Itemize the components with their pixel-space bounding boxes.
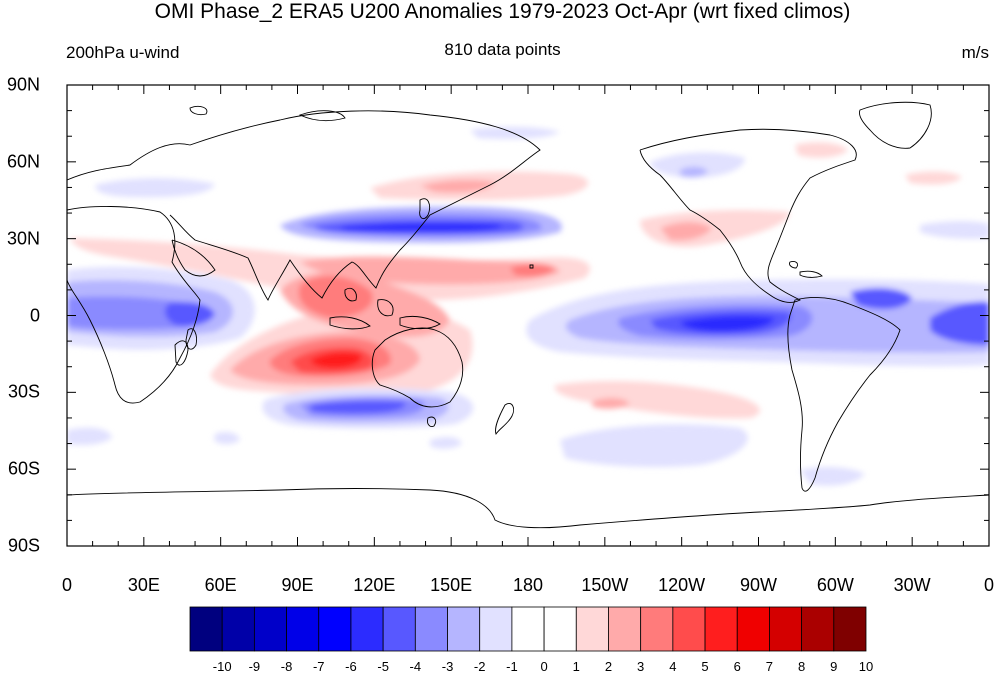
units-label: m/s xyxy=(961,43,989,62)
colorbar-swatch xyxy=(736,606,770,652)
colorbar-label: -10 xyxy=(212,659,232,674)
colorbar-swatch xyxy=(479,606,513,652)
colorbar-label: 10 xyxy=(858,659,874,674)
colorbar-swatch xyxy=(575,606,609,652)
colorbar-label: -8 xyxy=(280,659,293,674)
colorbar-label: -6 xyxy=(345,659,357,674)
colorbar-swatch xyxy=(189,606,223,652)
lat-label: 30S xyxy=(7,381,40,402)
colorbar-swatch xyxy=(221,606,255,652)
colorbar-label: -5 xyxy=(377,659,389,674)
lon-label: 90W xyxy=(739,575,778,595)
variable-label: 200hPa u-wind xyxy=(66,43,180,62)
lon-label: 30E xyxy=(127,575,160,595)
colorbar-label: 6 xyxy=(733,659,741,674)
colorbar-swatch xyxy=(286,606,320,652)
colorbar-swatch xyxy=(543,606,577,652)
colorbar-label: -3 xyxy=(441,659,454,674)
colorbar-swatch xyxy=(447,606,481,652)
colorbar-swatch xyxy=(672,606,706,652)
colorbar-swatch xyxy=(640,606,674,652)
colorbar-label: 5 xyxy=(701,659,709,674)
lon-label: 180 xyxy=(512,575,544,595)
lon-label: 60W xyxy=(816,575,854,595)
colorbar-label: 2 xyxy=(604,659,613,674)
data-points-label: 810 data points xyxy=(444,40,561,59)
colorbar-swatch xyxy=(801,606,835,652)
colorbar-swatch xyxy=(253,606,287,652)
colorbar-swatch xyxy=(511,606,545,652)
colorbar-swatch xyxy=(350,606,384,652)
colorbar-label: 0 xyxy=(540,659,548,674)
colorbar xyxy=(189,606,867,652)
colorbar-swatch xyxy=(704,606,738,652)
lat-label: 0 xyxy=(29,305,40,325)
lon-label: 30W xyxy=(893,575,931,595)
colorbar-label: 4 xyxy=(669,659,677,674)
colorbar-swatch xyxy=(318,606,352,652)
lon-label: 60E xyxy=(204,575,237,595)
lat-label: 60N xyxy=(6,151,40,172)
lon-label: 150E xyxy=(430,575,473,595)
colorbar-label: 3 xyxy=(637,659,645,674)
colorbar-swatch xyxy=(769,606,803,652)
lon-label: 0 xyxy=(61,575,73,595)
colorbar-swatch xyxy=(608,606,642,652)
lat-label: 90S xyxy=(7,535,40,556)
axis-ticks xyxy=(66,84,990,547)
anomaly-field xyxy=(67,85,989,546)
coastlines xyxy=(67,101,989,529)
plot-title: OMI Phase_2 ERA5 U200 Anomalies 1979-202… xyxy=(154,0,851,23)
colorbar-label: 8 xyxy=(797,659,806,674)
colorbar-swatch xyxy=(414,606,448,652)
colorbar-label: 9 xyxy=(830,659,838,674)
lon-label: 0 xyxy=(983,575,995,595)
colorbar-label: 1 xyxy=(572,659,580,674)
lon-label: 120E xyxy=(353,575,396,595)
colorbar-label: 7 xyxy=(765,659,774,674)
colorbar-label: -2 xyxy=(473,659,486,674)
lon-label: 120W xyxy=(658,575,706,595)
colorbar-label: -7 xyxy=(312,659,325,674)
colorbar-swatch xyxy=(382,606,416,652)
lon-label: 150W xyxy=(581,575,629,595)
lat-label: 30N xyxy=(6,228,40,249)
lat-label: 90N xyxy=(6,74,40,95)
colorbar-label: -1 xyxy=(506,659,518,674)
colorbar-label: -9 xyxy=(248,659,261,674)
lon-label: 90E xyxy=(281,575,314,595)
lat-label: 60S xyxy=(7,458,40,479)
colorbar-label: -4 xyxy=(409,659,422,674)
colorbar-swatch xyxy=(833,606,867,652)
